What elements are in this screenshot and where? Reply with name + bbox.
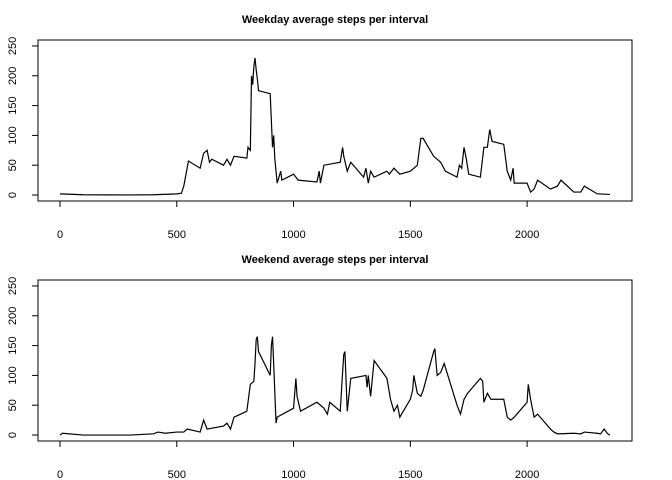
x-tick-label: 0 [57, 469, 63, 480]
x-tick-label: 1500 [398, 229, 422, 241]
plot-frame [37, 39, 633, 202]
x-tick-label: 0 [57, 229, 63, 241]
plot-frame [37, 279, 633, 442]
y-tick-label: 100 [7, 126, 19, 144]
x-tick-label: 2000 [515, 229, 539, 241]
y-tick-label: 250 [7, 277, 19, 295]
y-tick-label: 150 [7, 336, 19, 354]
data-line [59, 57, 611, 196]
data-line [59, 336, 611, 436]
y-tick-label: 0 [7, 192, 19, 198]
y-tick-label: 150 [7, 96, 19, 114]
x-tick-label: 1000 [281, 229, 305, 241]
x-tick-label: 2000 [515, 469, 539, 480]
x-tick-label: 500 [168, 229, 186, 241]
y-tick-label: 200 [7, 67, 19, 85]
y-tick-label: 0 [7, 432, 19, 438]
y-tick-label: 50 [7, 399, 19, 411]
y-tick-label: 250 [7, 37, 19, 55]
x-tick-label: 1000 [281, 469, 305, 480]
x-tick-label: 1500 [398, 469, 422, 480]
x-tick-label: 500 [168, 469, 186, 480]
y-tick-label: 100 [7, 366, 19, 384]
y-tick-label: 200 [7, 307, 19, 325]
chart-title: Weekend average steps per interval [242, 254, 429, 266]
y-tick-label: 50 [7, 159, 19, 171]
chart-title: Weekday average steps per interval [242, 14, 428, 26]
